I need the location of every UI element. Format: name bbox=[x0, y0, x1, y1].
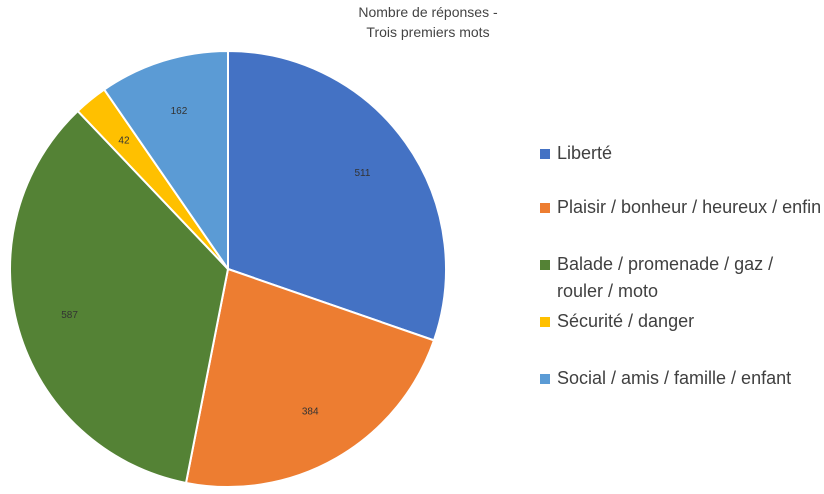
legend-swatch-plaisir bbox=[540, 203, 550, 213]
pie-slice-balade bbox=[9, 110, 229, 484]
legend-item-liberte: Liberté bbox=[540, 140, 824, 167]
legend-label-balade: Balade / promenade / gaz / rouler / moto bbox=[557, 254, 774, 301]
pie-slices bbox=[9, 50, 447, 488]
legend-item-social: Social / amis / famille / enfant bbox=[540, 365, 824, 392]
legend-swatch-securite bbox=[540, 317, 550, 327]
legend-label-social: Social / amis / famille / enfant bbox=[557, 368, 792, 388]
legend-swatch-balade bbox=[540, 260, 550, 270]
pie-data-labels: 511 384 587 42 162 bbox=[61, 106, 371, 418]
legend-item-securite: Sécurité / danger bbox=[540, 308, 824, 335]
legend-label-securite: Sécurité / danger bbox=[557, 311, 695, 331]
data-label-plaisir: 384 bbox=[302, 407, 319, 418]
legend-label-liberte: Liberté bbox=[557, 143, 613, 163]
pie-slice-social bbox=[103, 50, 229, 270]
data-label-balade: 587 bbox=[61, 310, 78, 321]
legend-item-plaisir: Plaisir / bonheur / heureux / enfin bbox=[540, 194, 824, 221]
legend-swatch-liberte bbox=[540, 149, 550, 159]
chart-title-line-1: Nombre de réponses - bbox=[358, 4, 498, 20]
data-label-securite: 42 bbox=[118, 136, 130, 147]
legend-item-balade: Balade / promenade / gaz / rouler / moto bbox=[540, 251, 824, 305]
data-label-liberte: 511 bbox=[354, 168, 370, 179]
data-label-social: 162 bbox=[171, 106, 188, 117]
pie-slice-liberte bbox=[227, 50, 447, 342]
pie-slice-plaisir bbox=[185, 268, 435, 488]
chart-title: Nombre de réponses - Trois premiers mots bbox=[290, 2, 566, 42]
chart-title-line-2: Trois premiers mots bbox=[366, 24, 490, 40]
legend-label-plaisir: Plaisir / bonheur / heureux / enfin bbox=[557, 197, 822, 217]
pie-chart: 511 384 587 42 162 bbox=[9, 50, 447, 488]
legend-swatch-social bbox=[540, 374, 550, 384]
